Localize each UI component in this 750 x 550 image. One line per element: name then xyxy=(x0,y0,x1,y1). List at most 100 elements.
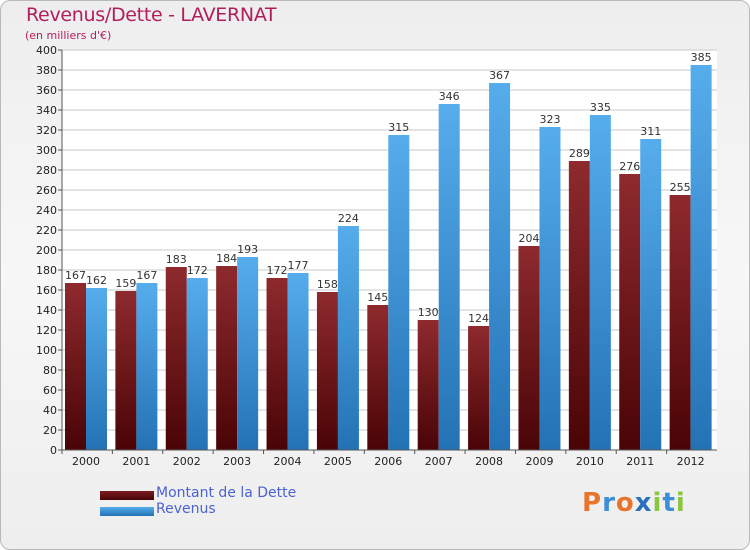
data-label: 145 xyxy=(367,291,388,304)
x-tick-label: 2010 xyxy=(576,455,604,468)
revenus-bar xyxy=(136,283,158,450)
dette-bar xyxy=(115,291,137,450)
logo-letter: P xyxy=(582,488,603,518)
data-label: 276 xyxy=(619,160,640,173)
data-label: 335 xyxy=(590,101,611,114)
dette-bar xyxy=(165,267,187,450)
x-tick-label: 2002 xyxy=(173,455,201,468)
y-tick-label: 200 xyxy=(36,244,57,257)
y-tick-label: 100 xyxy=(36,344,57,357)
logo-letter: t xyxy=(662,488,676,518)
x-tick-label: 2005 xyxy=(324,455,352,468)
dette-bar xyxy=(619,174,641,450)
y-tick-label: 180 xyxy=(36,264,57,277)
dette-bar xyxy=(266,278,288,450)
data-label: 311 xyxy=(640,125,661,138)
x-tick-label: 2006 xyxy=(374,455,402,468)
data-label: 183 xyxy=(166,253,187,266)
y-tick-label: 20 xyxy=(43,424,57,437)
dette-bar xyxy=(669,195,691,450)
logo-letter: o xyxy=(615,488,635,518)
y-tick-label: 40 xyxy=(43,404,57,417)
data-label: 224 xyxy=(338,212,359,225)
y-tick-label: 220 xyxy=(36,224,57,237)
x-tick-label: 2003 xyxy=(223,455,251,468)
data-label: 184 xyxy=(216,252,237,265)
data-label: 167 xyxy=(65,269,86,282)
logo-letter: x xyxy=(634,488,653,518)
chart-subtitle: (en milliers d'€) xyxy=(25,29,112,42)
data-label: 177 xyxy=(288,259,309,272)
revenus-bar xyxy=(589,115,611,450)
legend-swatch-dette xyxy=(100,491,154,500)
y-tick-label: 360 xyxy=(36,84,57,97)
x-tick-label: 2012 xyxy=(677,455,705,468)
revenus-bar xyxy=(388,135,410,450)
data-label: 255 xyxy=(670,181,691,194)
dette-bar xyxy=(65,283,86,450)
data-label: 346 xyxy=(439,90,460,103)
x-tick-label: 2008 xyxy=(475,455,503,468)
legend-label-dette: Montant de la Dette xyxy=(156,485,297,501)
dette-bar xyxy=(518,246,540,450)
revenus-bar xyxy=(86,288,107,450)
data-label: 323 xyxy=(539,113,560,126)
y-tick-label: 260 xyxy=(36,184,57,197)
x-tick-label: 2011 xyxy=(626,455,654,468)
axes: 0 20 40 60 80 100 120 140 160 180 200 220 240 260 280 3… xyxy=(36,44,717,468)
revenus-bar xyxy=(337,226,359,450)
revenus-bar xyxy=(287,273,309,450)
y-tick-label: 300 xyxy=(36,144,57,157)
revenus-bar xyxy=(186,278,208,450)
data-label: 172 xyxy=(187,264,208,277)
legend-swatch-revenus xyxy=(100,507,154,516)
dette-bar xyxy=(316,292,338,450)
revenus-bar xyxy=(690,65,712,450)
y-tick-label: 380 xyxy=(36,64,57,77)
proxiti-logo: Proxiti xyxy=(582,488,686,518)
data-label: 315 xyxy=(388,121,409,134)
y-tick-label: 340 xyxy=(36,104,57,117)
logo-letter: r xyxy=(602,488,616,518)
revenus-bar xyxy=(237,257,259,450)
data-label: 172 xyxy=(267,264,288,277)
dette-bar xyxy=(468,326,490,450)
y-tick-label: 0 xyxy=(50,444,57,457)
x-tick-label: 2001 xyxy=(122,455,150,468)
data-label: 124 xyxy=(468,312,489,325)
x-tick-label: 2007 xyxy=(425,455,453,468)
logo-letter: i xyxy=(652,488,663,518)
dette-bar xyxy=(216,266,238,450)
revenus-bar xyxy=(640,139,662,450)
data-label: 367 xyxy=(489,69,510,82)
data-label: 193 xyxy=(237,243,258,256)
revenus-bar xyxy=(489,83,511,450)
y-tick-label: 280 xyxy=(36,164,57,177)
data-label: 158 xyxy=(317,278,338,291)
data-label: 289 xyxy=(569,147,590,160)
y-tick-label: 140 xyxy=(36,304,57,317)
y-tick-label: 160 xyxy=(36,284,57,297)
y-tick-label: 320 xyxy=(36,124,57,137)
chart-title: Revenus/Dette - LAVERNAT xyxy=(26,4,277,26)
y-tick-label: 60 xyxy=(43,384,57,397)
data-label: 162 xyxy=(86,274,107,287)
revenus-bar xyxy=(539,127,561,450)
logo-letter: i xyxy=(675,488,686,518)
y-tick-label: 80 xyxy=(43,364,57,377)
y-tick-label: 240 xyxy=(36,204,57,217)
data-label: 385 xyxy=(691,51,712,64)
dette-bar xyxy=(367,305,389,450)
dette-bar xyxy=(417,320,439,450)
data-label: 159 xyxy=(115,277,136,290)
data-label: 204 xyxy=(518,232,539,245)
legend-label-revenus: Revenus xyxy=(156,501,216,517)
data-label: 130 xyxy=(418,306,439,319)
dette-bar xyxy=(568,161,590,450)
y-tick-label: 400 xyxy=(36,44,57,57)
y-tick-label: 120 xyxy=(36,324,57,337)
data-label: 167 xyxy=(136,269,157,282)
revenus-bar xyxy=(438,104,460,450)
